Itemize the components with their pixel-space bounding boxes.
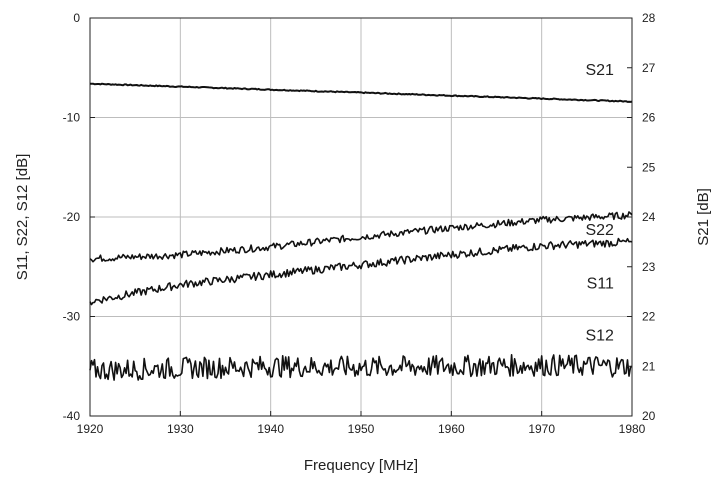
y-right-tick-label: 21 <box>642 359 656 373</box>
y-right-tick-label: 25 <box>642 160 656 174</box>
x-tick-label: 1920 <box>77 422 104 436</box>
series-labels: S21 S22 S11 S12 <box>585 62 614 344</box>
y-right-tick-label: 22 <box>642 310 656 324</box>
y-left-tick-label: -40 <box>63 409 81 423</box>
y-right-tick-label: 26 <box>642 111 656 125</box>
series-line-s22 <box>89 211 633 263</box>
series-label-s21: S21 <box>585 62 614 79</box>
x-axis-title: Frequency [MHz] <box>304 457 418 474</box>
series-line-s11 <box>89 237 633 306</box>
y-right-tick-labels: 28 27 26 25 24 23 22 21 20 <box>627 11 656 423</box>
y-right-tick-label: 28 <box>642 11 656 25</box>
y-left-axis-title: S11, S22, S12 [dB] <box>14 154 31 280</box>
y-right-tick-label: 24 <box>642 210 656 224</box>
y-left-tick-label: -10 <box>63 111 81 125</box>
x-tick-label: 1930 <box>167 422 194 436</box>
x-tick-label: 1980 <box>619 422 646 436</box>
series-line-s12 <box>89 353 633 381</box>
x-tick-label: 1970 <box>528 422 555 436</box>
grid <box>89 17 633 417</box>
y-left-tick-labels: 0 -10 -20 -30 -40 <box>63 11 95 423</box>
x-tick-label: 1960 <box>438 422 465 436</box>
series-label-s22: S22 <box>585 222 614 239</box>
y-right-tick-label: 20 <box>642 409 656 423</box>
series-label-s11: S11 <box>587 276 614 293</box>
y-left-tick-label: -30 <box>63 310 81 324</box>
y-right-tick-label: 27 <box>642 61 656 75</box>
x-tick-labels: 1920 1930 1940 1950 1960 1970 1980 <box>77 411 646 436</box>
y-left-tick-label: -20 <box>63 210 81 224</box>
series-lines <box>89 82 633 381</box>
series-label-s12: S12 <box>585 327 614 344</box>
y-right-axis-title: S21 [dB] <box>695 188 712 246</box>
y-left-tick-label: 0 <box>73 11 80 25</box>
series-line-s21 <box>90 82 633 103</box>
x-tick-label: 1950 <box>348 422 375 436</box>
y-right-tick-label: 23 <box>642 260 656 274</box>
x-tick-label: 1940 <box>257 422 284 436</box>
